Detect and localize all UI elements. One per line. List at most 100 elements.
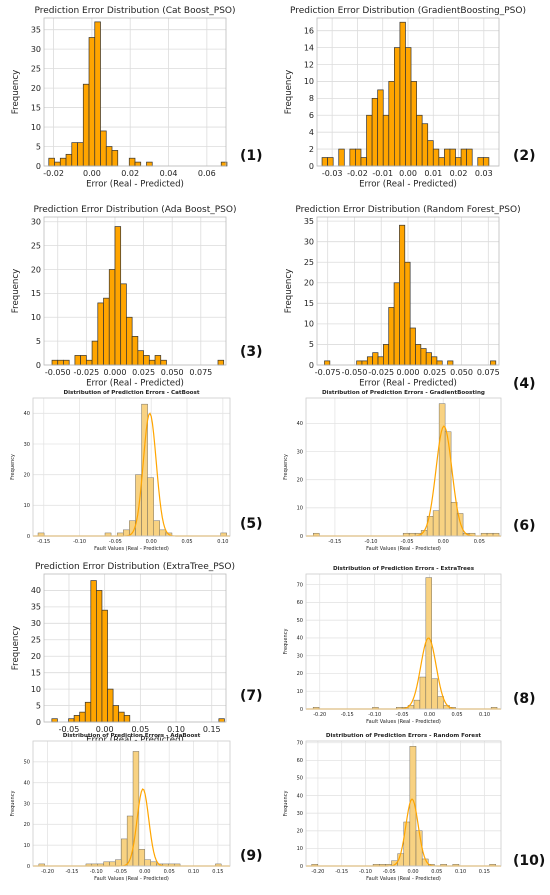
chart-title: Distribution of Prediction Errors - Extr… — [333, 566, 475, 572]
x-tick-label: 0.05 — [131, 725, 149, 734]
histogram-bar — [399, 21, 406, 167]
y-tick-label: 30 — [297, 653, 303, 659]
histogram-bar — [490, 360, 497, 366]
y-tick-label: 10 — [304, 77, 314, 86]
y-tick-label: 20 — [24, 472, 30, 478]
chart-panel-3: -0.050 -0.025 0.000 0.025 0.050 0.075 0 5 10 15 20… — [11, 205, 263, 389]
y-tick-label: 15 — [31, 103, 41, 112]
y-tick-label: 20 — [31, 265, 41, 274]
x-tick-label: 0.15 — [479, 869, 490, 875]
y-tick-label: 0 — [309, 361, 314, 370]
histogram-bar — [421, 123, 429, 167]
chart-panel-9: -0.20 -0.15 -0.10 -0.05 0.00 0.05 0.10 0.15 0 10 2… — [10, 733, 263, 882]
panel-label: (6) — [513, 518, 536, 534]
panel-label: (3) — [240, 344, 263, 360]
histogram-bar — [97, 302, 104, 366]
histogram-bar — [449, 148, 456, 167]
histogram-bar — [455, 157, 462, 167]
histogram-bar — [96, 590, 103, 723]
y-tick-label: 20 — [31, 84, 41, 93]
histogram-bar — [419, 676, 427, 710]
x-axis-label: Fault Values (Real - Predicted) — [366, 719, 441, 725]
histogram-bar — [437, 696, 444, 710]
histogram-bar — [466, 148, 473, 167]
histogram-bar — [154, 355, 162, 366]
histogram-bar — [109, 861, 116, 867]
y-tick-label: 35 — [31, 603, 41, 612]
histogram-bar — [134, 161, 142, 167]
y-tick-label: 0 — [36, 718, 41, 727]
panel-label: (1) — [240, 148, 263, 164]
y-tick-label: 40 — [297, 636, 303, 642]
y-tick-label: 8 — [309, 94, 314, 103]
x-tick-label: -0.10 — [90, 869, 103, 875]
y-axis-label: Frequency — [284, 70, 294, 114]
y-tick-label: 40 — [31, 586, 41, 595]
y-tick-label: 0 — [300, 534, 303, 540]
x-tick-label: 0.05 — [451, 712, 462, 718]
y-tick-label: 35 — [304, 217, 314, 226]
chart-panel-4: -0.075 -0.050 -0.025 0.000 0.025 0.050 0.075 0 5… — [284, 205, 536, 392]
y-tick-label: 30 — [31, 45, 41, 54]
x-tick-label: -0.03 — [322, 169, 343, 178]
histogram-bar — [415, 830, 423, 867]
histogram-bar — [103, 297, 110, 366]
x-tick-label: -0.10 — [368, 712, 381, 718]
histogram-bar — [103, 861, 110, 867]
histogram-bar — [438, 403, 446, 537]
x-tick-label: 0.05 — [164, 869, 175, 875]
histogram-bar — [48, 157, 55, 167]
histogram-bar — [71, 142, 78, 167]
x-tick-label: 0.00 — [407, 869, 418, 875]
histogram-bar — [355, 148, 362, 167]
histogram-bar — [431, 356, 438, 366]
panel-label: (7) — [240, 688, 263, 704]
histogram-bar — [366, 114, 373, 167]
histogram-bar — [482, 157, 490, 167]
histogram-bar — [80, 355, 87, 366]
y-tick-label: 50 — [297, 618, 303, 624]
x-tick-label: -0.15 — [65, 869, 78, 875]
x-tick-label: -0.02 — [347, 169, 368, 178]
y-tick-label: 2 — [309, 145, 314, 154]
histogram-bar — [388, 307, 395, 366]
histogram-bar — [415, 344, 422, 366]
histogram-bar — [338, 148, 345, 167]
histogram-bar — [432, 148, 440, 167]
y-axis-label: Frequency — [283, 454, 289, 480]
x-tick-label: 0.00 — [438, 539, 449, 545]
y-axis-label: Frequency — [11, 70, 21, 114]
histogram-bar — [366, 356, 374, 366]
x-tick-label: -0.05 — [383, 869, 396, 875]
y-tick-label: 15 — [31, 668, 41, 677]
axes-frame — [316, 216, 500, 366]
histogram-bar — [73, 715, 81, 723]
histogram-bar — [356, 360, 363, 366]
histogram-bar — [153, 520, 160, 537]
histogram-bar — [112, 705, 120, 723]
histogram-bar — [447, 360, 454, 366]
x-tick-label: -0.02 — [43, 169, 64, 178]
y-tick-label: 20 — [31, 652, 41, 661]
y-tick-label: 15 — [31, 289, 41, 298]
y-tick-label: 25 — [31, 241, 41, 250]
chart-panel-10: -0.20 -0.15 -0.10 -0.05 0.00 0.05 0.10 0.15 0 10 2… — [283, 733, 545, 882]
grid-lines — [306, 574, 501, 710]
x-tick-label: 0.04 — [160, 169, 178, 178]
chart-title: Distribution of Prediction Errors - CatB… — [63, 390, 199, 396]
y-tick-label: 50 — [24, 760, 30, 766]
x-tick-label: 0.05 — [474, 539, 485, 545]
histogram-bar — [101, 609, 108, 723]
y-tick-label: 14 — [304, 43, 314, 52]
histogram-bars — [321, 21, 490, 167]
x-tick-label: -0.05 — [401, 539, 414, 545]
histogram-bar — [371, 97, 379, 167]
y-tick-label: 60 — [297, 600, 303, 606]
chart-panel-1: -0.02 0.00 0.02 0.04 0.06 0 5 10 15 20 25 30 35 Predi… — [11, 6, 263, 190]
y-tick-label: 12 — [304, 60, 314, 69]
y-tick-label: 0 — [36, 162, 41, 171]
y-tick-label: 5 — [36, 337, 41, 346]
plot-area — [44, 18, 226, 166]
y-tick-label: 30 — [24, 442, 30, 448]
x-tick-label: -0.10 — [365, 539, 378, 545]
